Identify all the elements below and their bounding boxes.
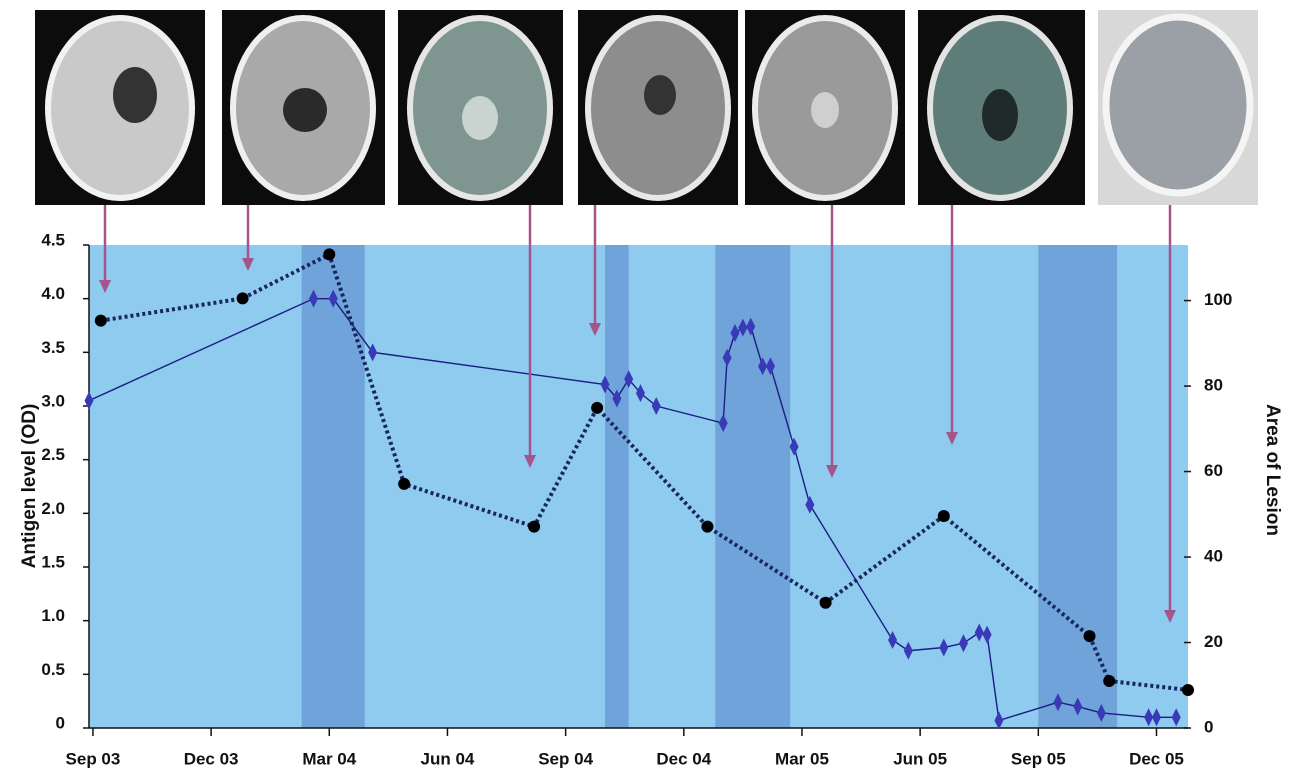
data-point bbox=[237, 292, 249, 304]
x-tick-label: Dec 04 bbox=[656, 749, 711, 768]
scan-images bbox=[35, 10, 1258, 205]
x-tick-label: Dec 03 bbox=[184, 749, 239, 768]
data-point bbox=[95, 315, 107, 327]
scan-image bbox=[35, 10, 205, 205]
y-tick-label: 3.0 bbox=[41, 391, 65, 410]
x-tick-label: Jun 04 bbox=[421, 749, 475, 768]
plot-background bbox=[89, 245, 1188, 728]
x-tick-label: Jun 05 bbox=[893, 749, 947, 768]
y-tick-label: 4.0 bbox=[41, 284, 65, 303]
figure: 0 0.5 1.0 1.5 2.0 2.5 3.0 3.5 4.0 4.5 0 20 40 60 80 100… bbox=[0, 0, 1294, 776]
y-tick-label: 1.5 bbox=[41, 552, 65, 571]
y-tick-label: 4.5 bbox=[41, 230, 65, 249]
y2-axis-label: Area of Lesion bbox=[1262, 404, 1283, 536]
x-tick-label: Mar 04 bbox=[302, 749, 356, 768]
treatment-period bbox=[302, 245, 365, 728]
data-point bbox=[1103, 675, 1115, 687]
scan-image bbox=[578, 10, 738, 205]
data-point bbox=[398, 478, 410, 490]
chart: 0 0.5 1.0 1.5 2.0 2.5 3.0 3.5 4.0 4.5 0 20 40 60 80 100… bbox=[41, 230, 1232, 768]
scan-image bbox=[222, 10, 385, 205]
scan-image bbox=[918, 10, 1085, 205]
data-point bbox=[528, 521, 540, 533]
y-tick-label: 0 bbox=[56, 713, 65, 732]
y-tick-label: 1.0 bbox=[41, 606, 65, 625]
treatment-period bbox=[605, 245, 629, 728]
y2-tick-label: 0 bbox=[1204, 717, 1213, 736]
scan-image bbox=[398, 10, 563, 205]
x-tick-label: Sep 04 bbox=[538, 749, 593, 768]
y-tick-label: 2.0 bbox=[41, 499, 65, 518]
x-tick-label: Dec 05 bbox=[1129, 749, 1184, 768]
arrow bbox=[242, 205, 254, 271]
data-point bbox=[591, 402, 603, 414]
data-point bbox=[323, 248, 335, 260]
y-tick-label: 0.5 bbox=[41, 660, 65, 679]
y-tick-label: 3.5 bbox=[41, 338, 65, 357]
y2-tick-label: 40 bbox=[1204, 547, 1223, 566]
data-point bbox=[1182, 684, 1194, 696]
y-tick-label: 2.5 bbox=[41, 445, 65, 464]
scan-image bbox=[1098, 10, 1258, 205]
y2-tick-label: 20 bbox=[1204, 632, 1223, 651]
data-point bbox=[701, 521, 713, 533]
treatment-period bbox=[1038, 245, 1117, 728]
data-point bbox=[1084, 630, 1096, 642]
y2-tick-label: 100 bbox=[1204, 290, 1232, 309]
y2-tick-label: 60 bbox=[1204, 461, 1223, 480]
x-tick-label: Sep 03 bbox=[66, 749, 121, 768]
page: {"chart_data": { "type": "line", "y_labe… bbox=[0, 0, 1294, 776]
treatment-period bbox=[715, 245, 790, 728]
y-axis-label: Antigen level (OD) bbox=[19, 404, 40, 569]
x-tick-label: Mar 05 bbox=[775, 749, 829, 768]
scan-image bbox=[745, 10, 905, 205]
y2-tick-label: 80 bbox=[1204, 376, 1223, 395]
data-point bbox=[938, 510, 950, 522]
data-point bbox=[820, 597, 832, 609]
x-tick-label: Sep 05 bbox=[1011, 749, 1066, 768]
